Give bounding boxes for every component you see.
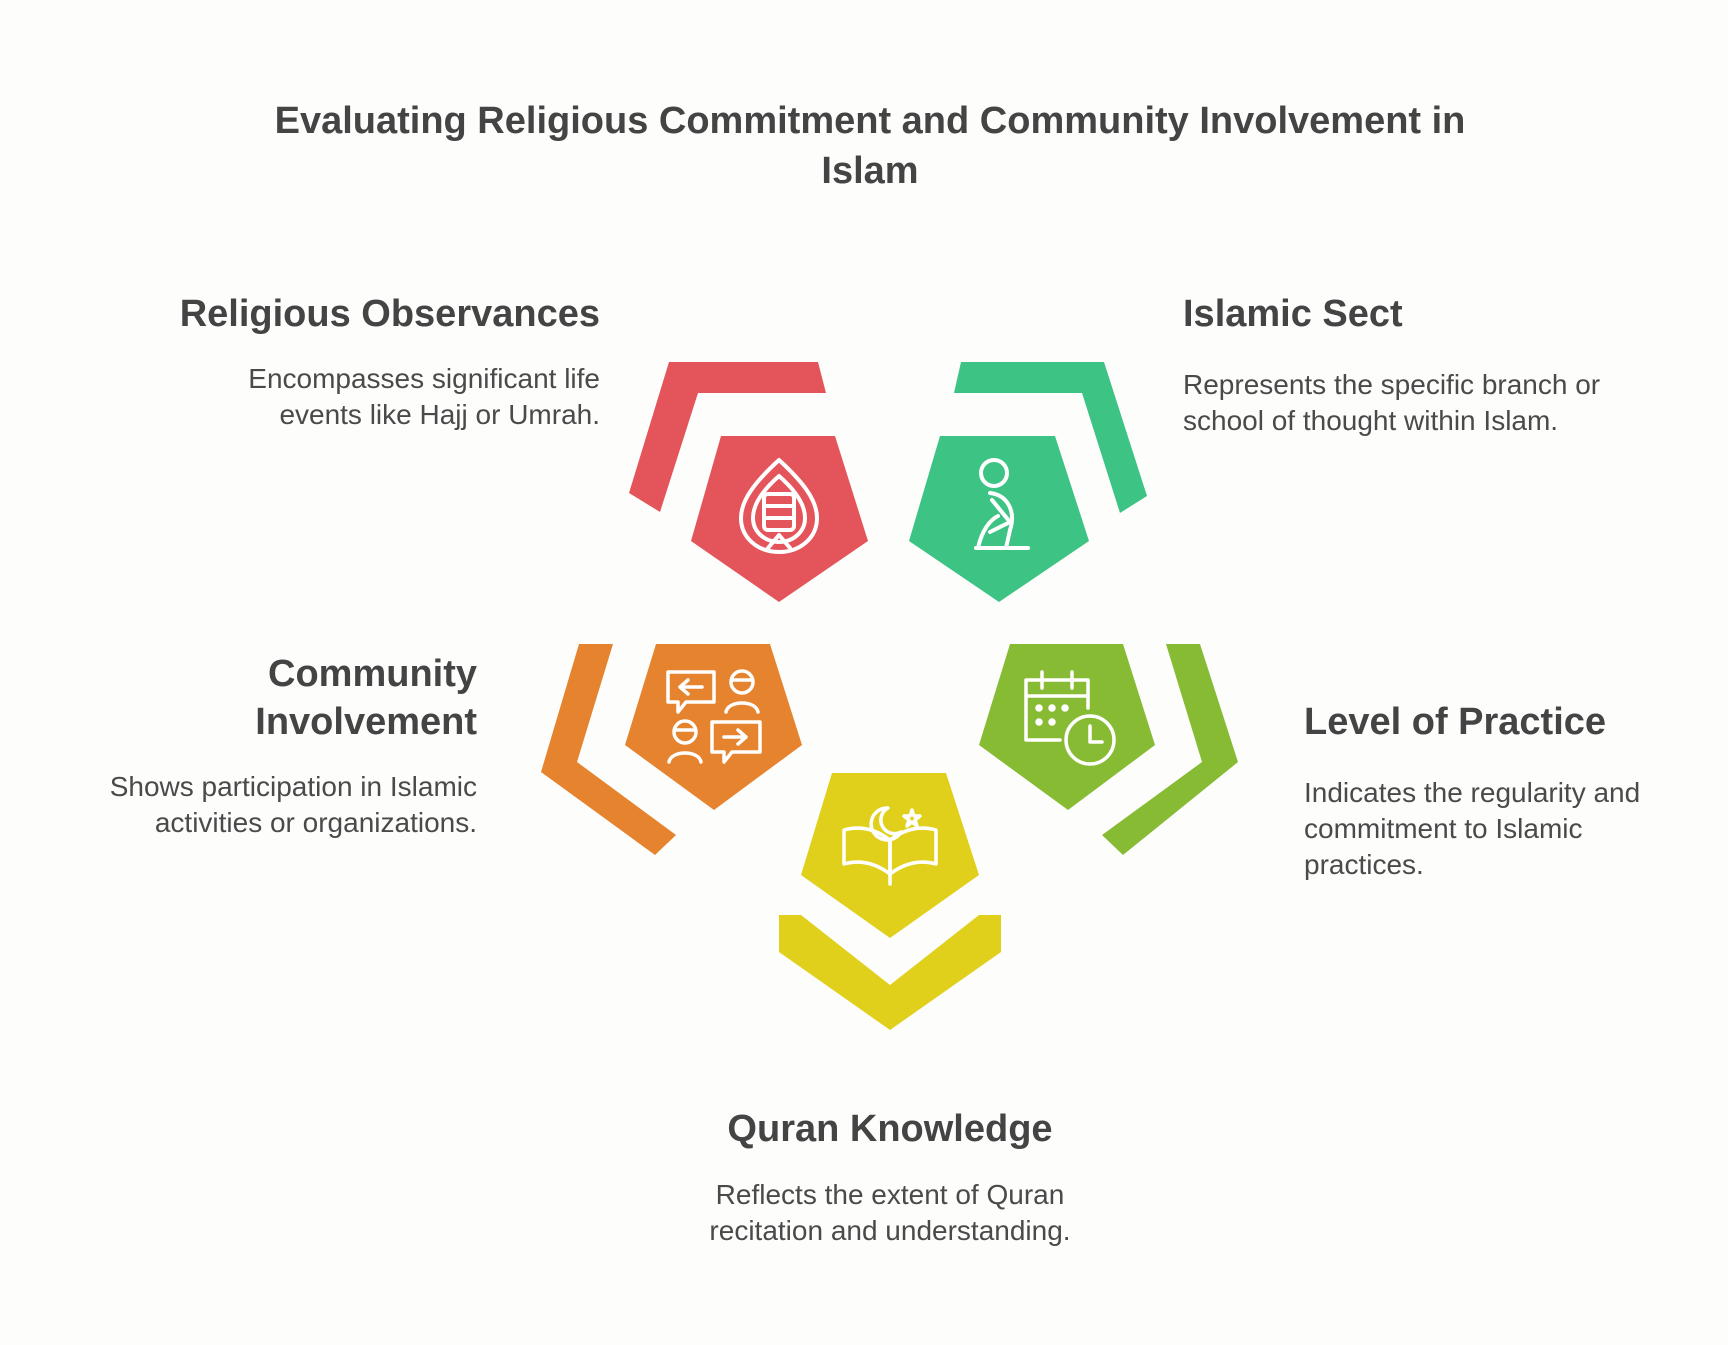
prayer-icon [974, 458, 1030, 550]
heading-islamic-sect: Islamic Sect [1183, 293, 1403, 335]
heading-quran-knowledge: Quran Knowledge [727, 1108, 1053, 1150]
description-community-involvement: Shows participation in Islamic activitie… [109, 771, 477, 838]
heading-level-of-practice: Level of Practice [1304, 701, 1607, 743]
segment-level-of-practice [979, 644, 1238, 855]
hajj-icon [739, 458, 819, 554]
outer-band-yellow [779, 915, 1001, 1030]
outer-band-green [954, 362, 1147, 513]
outer-band-red [629, 362, 826, 512]
outer-band-lime [1102, 644, 1238, 855]
pentagon-lime [979, 644, 1155, 810]
pentagon-green [909, 436, 1089, 602]
calendar-clock-icon [1024, 670, 1116, 766]
description-religious-observances: Encompasses significant life events like… [248, 363, 600, 430]
description-quran-knowledge: Reflects the extent of Quran recitation … [709, 1179, 1071, 1246]
quran-icon [842, 806, 938, 886]
description-islamic-sect: Represents the specific branch or school… [1183, 369, 1601, 436]
outer-band-orange [541, 644, 676, 855]
heading-religious-observances: Religious Observances [179, 293, 600, 335]
description-level-of-practice: Indicates the regularity and commitment … [1304, 777, 1641, 880]
diagram-title: Evaluating Religious Commitment and Comm… [274, 100, 1466, 192]
segment-quran-knowledge [779, 773, 1001, 1030]
segment-religious-observances [629, 362, 868, 602]
heading-community-involvement: Community Involvement [255, 653, 477, 743]
conversation-icon [666, 669, 762, 764]
segment-islamic-sect [909, 362, 1147, 602]
segment-community-involvement [541, 644, 802, 855]
